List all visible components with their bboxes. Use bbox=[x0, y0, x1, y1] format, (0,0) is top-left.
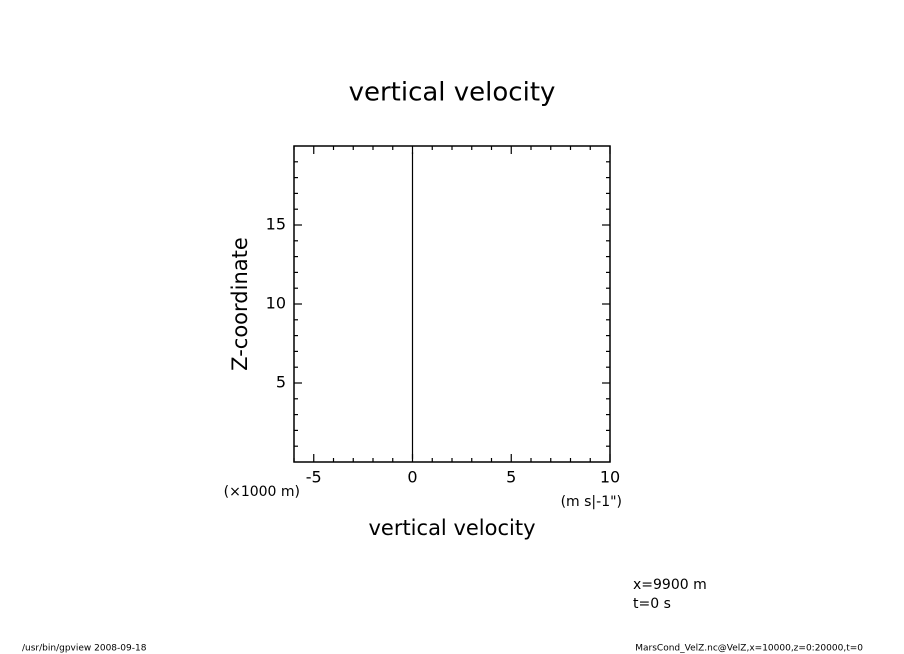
annotation: x=9900 m bbox=[633, 577, 707, 593]
y-unit: (×1000 m) bbox=[224, 484, 300, 500]
footer: MarsCond_VelZ.nc@VelZ,x=10000,z=0:20000,… bbox=[635, 644, 863, 654]
y-tick-label: 10 bbox=[266, 294, 286, 313]
chart-title: vertical velocity bbox=[349, 78, 556, 108]
plot-frame bbox=[293, 145, 611, 463]
x-tick-label: 10 bbox=[600, 468, 620, 487]
x-axis-label: vertical velocity bbox=[368, 516, 535, 540]
x-tick-label: 5 bbox=[506, 468, 516, 487]
x-unit: (m s|-1") bbox=[561, 494, 622, 510]
y-axis-label: Z-coordinate bbox=[228, 237, 252, 371]
y-tick-label: 15 bbox=[266, 215, 286, 234]
annotation: t=0 s bbox=[633, 596, 671, 612]
footer: /usr/bin/gpview 2008-09-18 bbox=[22, 644, 147, 654]
y-tick-label: 5 bbox=[276, 373, 286, 392]
x-tick-label: -5 bbox=[306, 468, 322, 487]
x-tick-label: 0 bbox=[407, 468, 417, 487]
